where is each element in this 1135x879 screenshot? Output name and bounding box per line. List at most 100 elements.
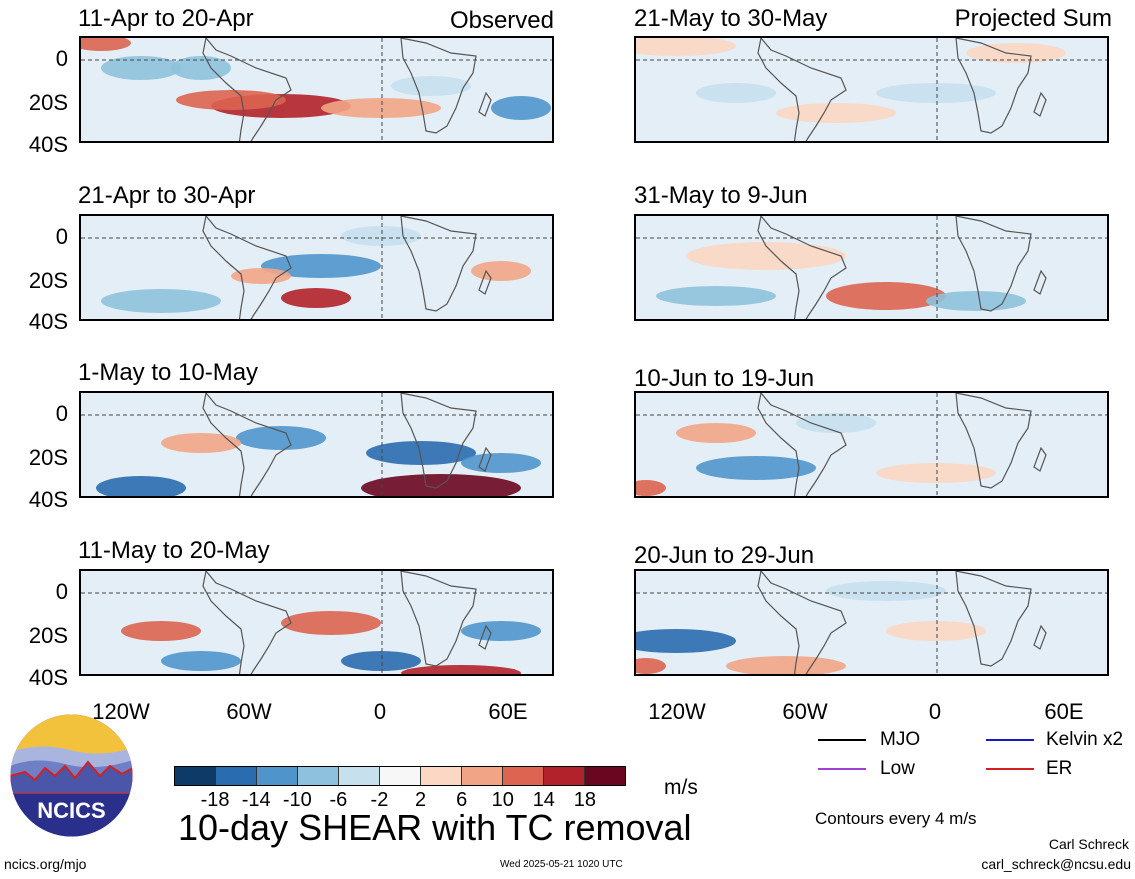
map-field bbox=[636, 38, 1107, 141]
south-america-outline bbox=[202, 216, 292, 319]
panel-title-3: 1-May to 10-May bbox=[78, 359, 259, 386]
map-panel-8 bbox=[634, 569, 1109, 676]
lat-label-20s: 20S bbox=[28, 268, 68, 293]
shear-anomaly-blob bbox=[796, 413, 876, 433]
lat-label-40s: 40S bbox=[28, 487, 68, 512]
colorbar-swatch bbox=[175, 767, 216, 785]
shear-anomaly-blob bbox=[321, 98, 441, 118]
colorbar-swatch bbox=[585, 767, 625, 785]
shear-anomaly-blob bbox=[636, 38, 736, 56]
shear-anomaly-blob bbox=[281, 288, 351, 308]
lat-label-20s: 20S bbox=[28, 623, 68, 648]
footer-url[interactable]: ncics.org/mjo bbox=[4, 856, 87, 872]
lat-label-0: 0 bbox=[55, 224, 68, 249]
madagascar-outline bbox=[1033, 91, 1047, 117]
legend-label-er: ER bbox=[1046, 758, 1073, 779]
panel-title-8: 20-Jun to 29-Jun bbox=[634, 542, 815, 569]
africa-outline bbox=[400, 571, 477, 667]
shear-anomaly-blob bbox=[341, 226, 421, 246]
madagascar-outline bbox=[478, 91, 492, 117]
colorbar-tick-label: -10 bbox=[282, 789, 312, 811]
shear-anomaly-blob bbox=[636, 480, 666, 496]
colorbar-tick-label: 14 bbox=[532, 789, 555, 811]
map-panel-4 bbox=[79, 569, 554, 676]
lon-label-0: 0 bbox=[928, 699, 942, 724]
shear-anomaly-blob bbox=[261, 254, 381, 278]
shear-anomaly-blob bbox=[676, 423, 756, 443]
south-america-outline bbox=[757, 216, 847, 319]
colorbar-tick-label: -14 bbox=[241, 789, 271, 811]
shear-anomaly-blob bbox=[341, 651, 421, 671]
lat-label-40s: 40S bbox=[28, 132, 68, 157]
projected-label: Projected Sum bbox=[954, 5, 1112, 32]
shear-anomaly-blob bbox=[966, 43, 1066, 63]
madagascar-outline bbox=[478, 446, 492, 472]
lon-label-60e: 60E bbox=[1044, 699, 1084, 724]
south-america-outline bbox=[202, 38, 292, 141]
shear-anomaly-blob bbox=[231, 268, 291, 284]
colorbar-tick-label: -6 bbox=[329, 789, 348, 811]
shear-anomaly-blob bbox=[656, 286, 776, 306]
lat-label-40s: 40S bbox=[28, 665, 68, 690]
africa-outline bbox=[955, 393, 1032, 489]
shear-anomaly-blob bbox=[776, 103, 896, 123]
shear-anomaly-blob bbox=[726, 656, 846, 674]
panel-title-6: 31-May to 9-Jun bbox=[634, 182, 808, 209]
south-america-outline bbox=[202, 393, 292, 496]
shear-anomaly-blob bbox=[636, 658, 666, 674]
legend-line-mjo bbox=[818, 739, 866, 741]
shear-anomaly-blob bbox=[876, 83, 996, 103]
footer-email[interactable]: carl_schreck@ncsu.edu bbox=[981, 856, 1131, 872]
lon-label-60w: 60W bbox=[782, 699, 828, 724]
shear-anomaly-blob bbox=[81, 38, 131, 51]
shear-anomaly-blob bbox=[696, 456, 816, 480]
lon-label-60e: 60E bbox=[488, 699, 528, 724]
madagascar-outline bbox=[1033, 624, 1047, 650]
shear-anomaly-blob bbox=[161, 651, 241, 671]
colorbar-swatch bbox=[421, 767, 462, 785]
madagascar-outline bbox=[478, 269, 492, 295]
shear-anomaly-blob bbox=[176, 90, 286, 110]
shear-anomaly-blob bbox=[96, 476, 186, 496]
south-america-outline bbox=[757, 38, 847, 141]
map-field bbox=[636, 216, 1107, 319]
shear-anomaly-blob bbox=[826, 282, 946, 310]
lat-label-0: 0 bbox=[55, 46, 68, 71]
colorbar-tick-label: 18 bbox=[573, 789, 597, 811]
observed-label: Observed bbox=[449, 7, 554, 34]
shear-anomaly-blob bbox=[281, 611, 381, 635]
lon-label-120w: 120W bbox=[648, 699, 706, 724]
lon-label-120w: 120W bbox=[92, 699, 150, 724]
legend-label-kelvin: Kelvin x2 bbox=[1046, 729, 1124, 750]
panel-title-5: 21-May to 30-May bbox=[634, 5, 828, 32]
africa-outline bbox=[400, 216, 477, 312]
africa-outline bbox=[955, 216, 1032, 312]
shear-anomaly-blob bbox=[391, 76, 471, 96]
colorbar-tick-label: -2 bbox=[370, 789, 389, 811]
colorbar-swatch bbox=[544, 767, 585, 785]
shear-anomaly-blob bbox=[696, 83, 776, 103]
footer-timestamp: Wed 2025-05-21 1020 UTC bbox=[500, 859, 623, 870]
lon-label-60w: 60W bbox=[226, 699, 272, 724]
colorbar-swatch bbox=[339, 767, 380, 785]
logo-text: NCICS bbox=[37, 798, 105, 823]
map-field bbox=[636, 571, 1107, 674]
map-field bbox=[636, 393, 1107, 496]
legend-line-er bbox=[986, 768, 1034, 770]
shear-anomaly-blob bbox=[826, 581, 946, 601]
shear-anomaly-blob bbox=[686, 242, 846, 270]
map-panel-7 bbox=[634, 391, 1109, 498]
legend-line-kelvin bbox=[986, 739, 1034, 741]
lat-label-20s: 20S bbox=[28, 90, 68, 115]
lat-label-0: 0 bbox=[55, 401, 68, 426]
lat-label-0: 0 bbox=[55, 579, 68, 604]
shear-anomaly-blob bbox=[491, 96, 551, 120]
map-field bbox=[81, 216, 552, 319]
legend-label-mjo: MJO bbox=[880, 729, 921, 750]
lat-label-20s: 20S bbox=[28, 445, 68, 470]
shear-anomaly-blob bbox=[876, 463, 996, 483]
colorbar-tick-label: 6 bbox=[456, 789, 468, 811]
colorbar-tick-label: -18 bbox=[200, 789, 230, 811]
south-america-outline bbox=[202, 571, 292, 674]
footer-author: Carl Schreck bbox=[1048, 836, 1129, 852]
